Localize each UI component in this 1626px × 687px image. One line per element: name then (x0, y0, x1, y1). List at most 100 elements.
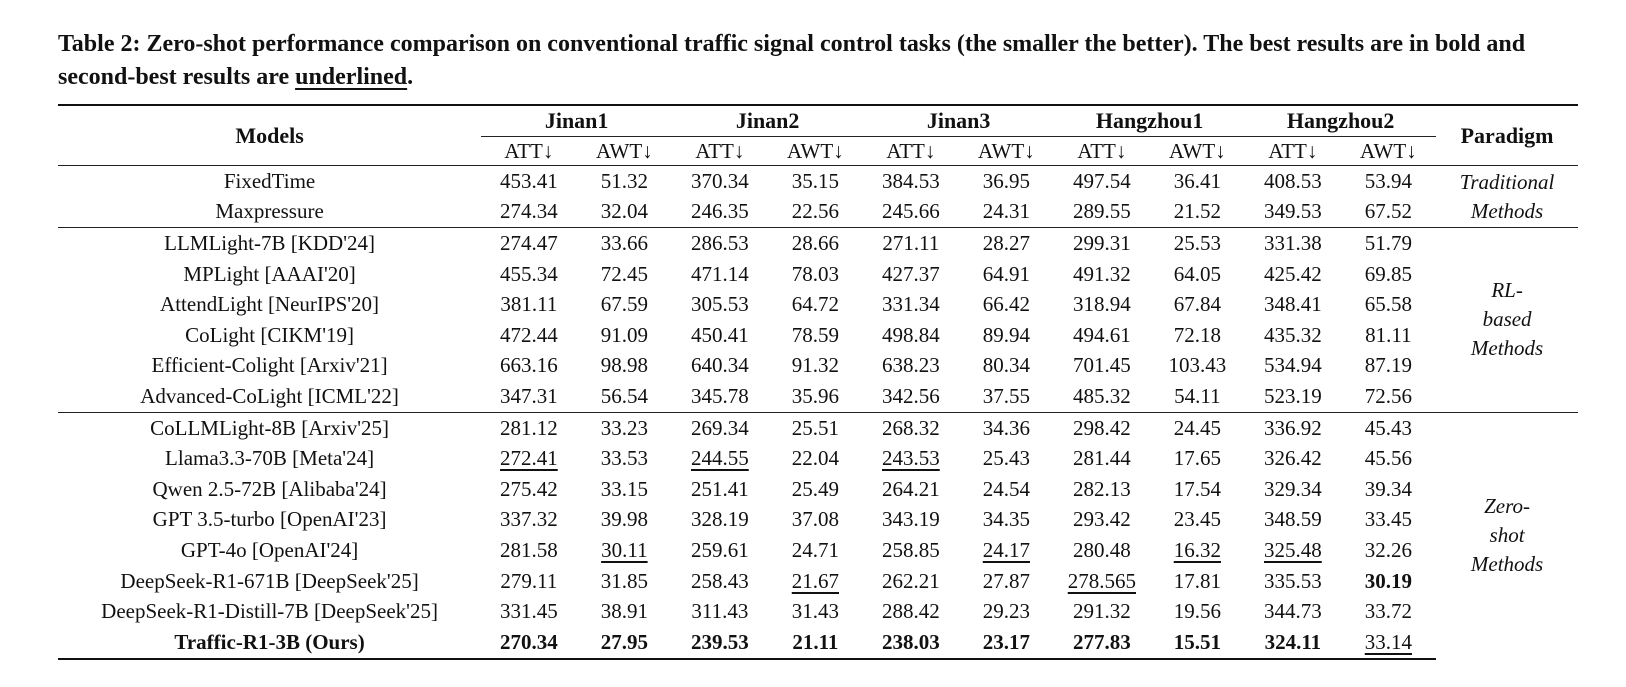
value-cell: 311.43 (672, 596, 768, 627)
value-text: 293.42 (1073, 507, 1131, 532)
model-name-cell: AttendLight [NeurIPS'20] (160, 292, 380, 317)
value-cell: 67.84 (1150, 289, 1246, 320)
value-cell: 45.43 (1340, 411, 1437, 444)
metric-header-jinan1-awt: AWT↓ (576, 136, 673, 166)
model-name-cell: DeepSeek-R1-Distill-7B [DeepSeek'25] (101, 599, 438, 624)
table-row: MPLight [AAAI'20] 455.34 72.45 471.14 78.03 4… (58, 259, 1578, 290)
table-caption: Table 2: Zero-shot performance compariso… (58, 28, 1578, 94)
value-cell: 28.66 (767, 227, 864, 259)
model-name-cell: FixedTime (223, 168, 316, 193)
value-text: 24.54 (982, 476, 1030, 501)
value-text: 239.53 (691, 629, 749, 654)
value-text: 64.72 (791, 292, 839, 317)
value-cell: 331.34 (863, 289, 959, 320)
value-cell: 279.11 (481, 566, 577, 597)
value-cell: 485.32 (1054, 381, 1150, 412)
value-cell: 35.96 (768, 381, 864, 412)
value-text: 348.59 (1264, 507, 1322, 532)
value-text: 279.11 (500, 568, 558, 593)
caption-underlined-word: underlined (295, 64, 408, 90)
value-cell: 53.94 (1341, 166, 1437, 197)
value-cell: 28.27 (958, 227, 1055, 259)
value-text: 30.11 (601, 537, 648, 562)
model-name-cell: GPT-4o [OpenAI'24] (180, 537, 359, 562)
value-cell: 243.53 (863, 443, 959, 474)
metric-header-hangzhou2-awt: AWT↓ (1340, 136, 1437, 166)
value-text: 22.04 (791, 446, 839, 471)
value-text: 348.41 (1264, 292, 1322, 317)
value-cell: 325.48 (1245, 535, 1341, 566)
value-text: 251.41 (691, 476, 749, 501)
value-text: 274.47 (500, 230, 558, 255)
value-text: 56.54 (600, 383, 648, 408)
value-text: 335.53 (1264, 568, 1322, 593)
value-cell: 281.58 (481, 535, 577, 566)
value-cell: 69.85 (1341, 259, 1437, 290)
value-text: 455.34 (500, 261, 558, 286)
metric-header-jinan3-awt: AWT↓ (958, 136, 1055, 166)
value-text: 329.34 (1264, 476, 1322, 501)
value-text: 291.32 (1073, 599, 1131, 624)
value-cell: 274.47 (481, 227, 577, 259)
model-name-cell: LLMLight-7B [KDD'24] (58, 227, 482, 259)
value-cell: 298.42 (1054, 411, 1150, 444)
value-text: 384.53 (882, 168, 940, 193)
value-text: 54.11 (1174, 383, 1221, 408)
city-header-hangzhou1: Hangzhou1 (1054, 105, 1246, 137)
value-cell: 17.54 (1150, 474, 1246, 505)
value-text: 472.44 (500, 322, 558, 347)
value-cell: 51.32 (577, 166, 673, 197)
value-text: 91.32 (791, 353, 839, 378)
value-text: 33.23 (600, 415, 648, 440)
value-text: 286.53 (691, 230, 749, 255)
value-text: 264.21 (882, 476, 940, 501)
value-cell: 33.72 (1341, 596, 1437, 627)
value-text: 21.52 (1173, 199, 1221, 224)
value-cell: 638.23 (863, 351, 959, 382)
value-text: 37.08 (791, 507, 839, 532)
paradigm-line: Methods (1470, 552, 1544, 577)
city-header-hangzhou2: Hangzhou2 (1245, 105, 1437, 137)
value-text: 35.15 (791, 168, 839, 193)
value-cell: 33.45 (1341, 505, 1437, 536)
value-text: 33.72 (1364, 599, 1412, 624)
value-text: 17.54 (1173, 476, 1221, 501)
value-text: 523.19 (1264, 383, 1322, 408)
value-cell: 275.42 (481, 474, 577, 505)
value-text: 281.58 (500, 537, 558, 562)
value-cell: 87.19 (1341, 351, 1437, 382)
value-text: 45.56 (1364, 446, 1412, 471)
value-text: 299.31 (1073, 230, 1131, 255)
value-text: 51.79 (1364, 230, 1412, 255)
value-cell: 89.94 (959, 320, 1055, 351)
table-row: AttendLight [NeurIPS'20] 381.11 67.59 305.5… (58, 289, 1578, 320)
value-cell: 272.41 (481, 443, 577, 474)
value-cell: 280.48 (1054, 535, 1150, 566)
value-cell: 347.31 (481, 381, 577, 412)
value-cell: 337.32 (481, 505, 577, 536)
value-cell: 299.31 (1054, 227, 1150, 259)
value-text: 272.41 (500, 446, 558, 471)
value-text: 243.53 (882, 446, 940, 471)
models-header: Models (58, 105, 482, 166)
model-name-cell: Efficient-Colight [Arxiv'21] (151, 353, 388, 378)
value-text: 281.44 (1073, 446, 1131, 471)
value-cell: 81.11 (1341, 320, 1437, 351)
metric-header-jinan2-awt: AWT↓ (767, 136, 864, 166)
value-cell: 72.56 (1341, 381, 1437, 412)
value-text: 640.34 (691, 353, 749, 378)
metric-header-jinan1-att: ATT↓ (481, 136, 577, 166)
table-row: Traffic-R1-3B (Ours) 270.34 27.95 239.53 21.… (58, 626, 1578, 660)
value-cell: 23.45 (1150, 505, 1246, 536)
value-text: 331.45 (500, 599, 558, 624)
value-cell: 324.11 (1245, 626, 1341, 660)
value-cell: 269.34 (672, 411, 768, 444)
value-cell: 30.11 (577, 535, 673, 566)
value-cell: 344.73 (1245, 596, 1341, 627)
city-header-jinan1: Jinan1 (481, 105, 673, 137)
value-cell: 251.41 (672, 474, 768, 505)
table-row: Efficient-Colight [Arxiv'21] 663.16 98.98 6… (58, 351, 1578, 382)
value-cell: 640.34 (672, 351, 768, 382)
value-cell: 25.49 (768, 474, 864, 505)
value-cell: 19.56 (1150, 596, 1246, 627)
